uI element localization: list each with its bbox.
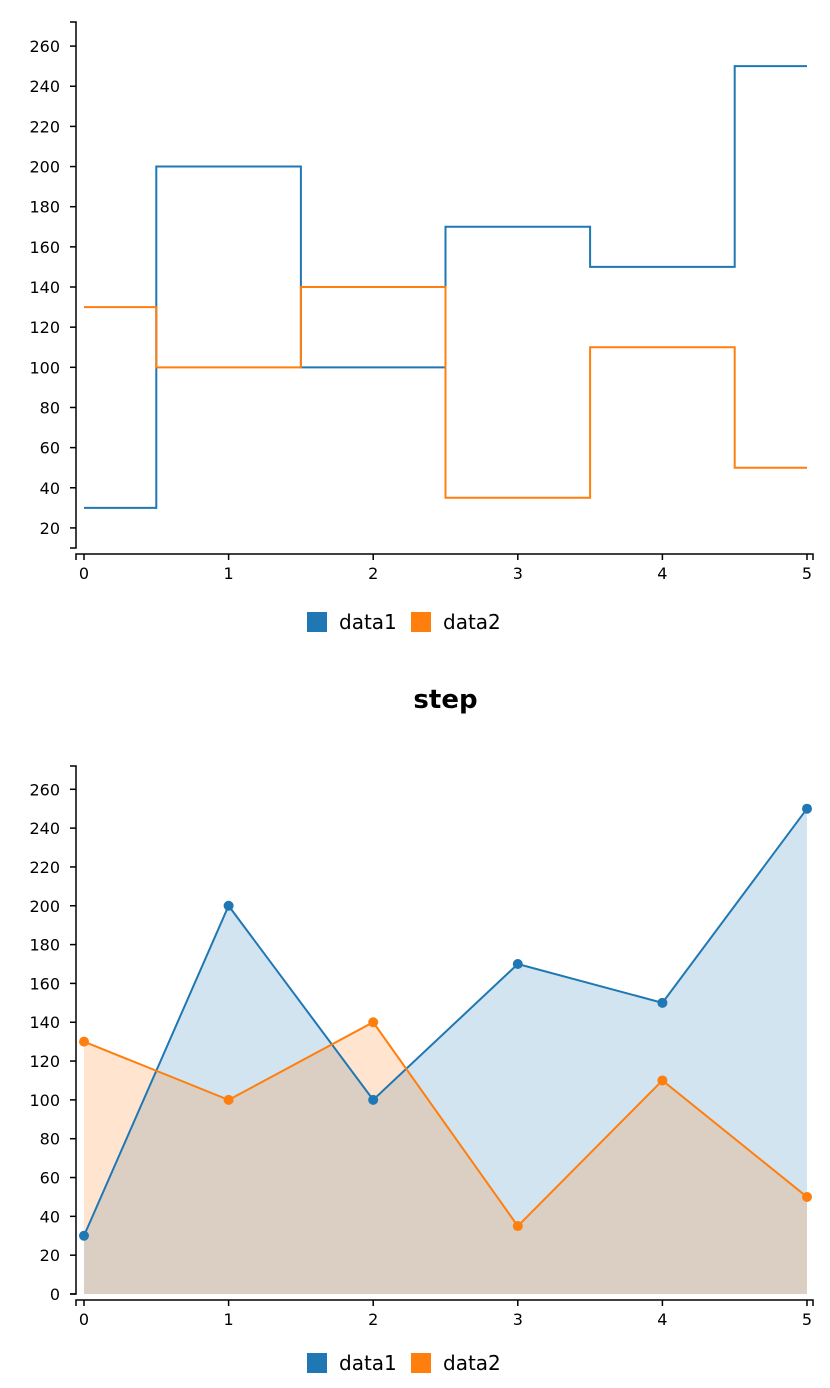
chart1-x-axis-line (75, 553, 814, 560)
chart2-y-tick-label: 120 (29, 1052, 60, 1071)
chart2-y-tick-label: 160 (29, 974, 60, 993)
chart2-y-tick-label: 0 (50, 1285, 60, 1304)
chart2-title: step (413, 685, 477, 715)
chart2-series-data1-point (79, 1230, 89, 1241)
chart2-series-data2-point (223, 1094, 234, 1105)
chart2-series-data2-point (657, 1075, 668, 1086)
chart1-y-tick-label: 240 (29, 77, 60, 96)
chart2-series-data1-point (657, 997, 668, 1008)
step-line-chart-svg: 20 40 60 80 100 120 140 160 180 200 220 240 260 0 1 2 3 4… (29, 21, 814, 634)
chart2-series-data2-area (84, 1022, 807, 1294)
chart1-legend: data1 data2 (307, 610, 501, 634)
chart2-x-tick-label: 3 (513, 1310, 523, 1329)
chart2-legend-swatch-data1 (307, 1353, 327, 1373)
chart2-series-data2-point (512, 1221, 523, 1232)
area-chart-svg: step020406080100120140160180200220240260… (29, 685, 814, 1375)
chart1-y-tick-label: 100 (29, 358, 60, 377)
chart2-y-tick-label: 240 (29, 819, 60, 838)
chart2-series-data2-point (79, 1036, 89, 1047)
chart1-y-tick-label: 200 (29, 158, 60, 177)
chart1-y-tick-label: 160 (29, 238, 60, 257)
chart2-series-data1-point (802, 803, 812, 814)
chart2-y-tick-label: 40 (40, 1207, 60, 1226)
step-line-chart: 20 40 60 80 100 120 140 160 180 200 220 240 260 0 1 2 3 4… (0, 0, 830, 650)
chart1-y-axis-line (70, 21, 77, 549)
chart1-x-tick-label: 0 (79, 564, 89, 583)
chart2-legend-label-data1: data1 (339, 1351, 397, 1375)
chart1-y-tick-label: 60 (40, 439, 60, 458)
chart2-series-data1-area (84, 808, 807, 1294)
chart2-x-tick-label: 0 (79, 1310, 89, 1329)
chart1-y-axis: 20 40 60 80 100 120 140 160 180 200 220 240 260 (29, 21, 77, 549)
chart2-series-data1-line (83, 808, 808, 1237)
chart2-series-data1-point (368, 1094, 379, 1105)
chart1-y-tick-label: 180 (29, 198, 60, 217)
chart1-y-tick-label: 140 (29, 278, 60, 297)
chart1-legend-label-data1: data1 (339, 610, 397, 634)
chart2-x-tick-label: 1 (224, 1310, 234, 1329)
chart2-y-tick-label: 220 (29, 858, 60, 877)
chart2-x-tick-label: 4 (657, 1310, 667, 1329)
chart2-y-tick-label: 180 (29, 936, 60, 955)
chart1-y-tick-label: 80 (40, 398, 60, 417)
chart1-legend-swatch-data1 (307, 612, 327, 632)
chart2-x-tick-label: 5 (802, 1310, 812, 1329)
chart2-legend-swatch-data2 (411, 1353, 431, 1373)
chart2-y-axis-line (70, 765, 77, 1295)
chart2-series-data1-point (512, 959, 523, 969)
chart2-y-tick-label: 260 (29, 780, 60, 799)
chart1-x-axis: 0 1 2 3 4 5 (75, 553, 814, 583)
chart1-legend-label-data2: data2 (443, 610, 501, 634)
chart1-y-tick-label: 40 (40, 479, 60, 498)
chart1-x-tick-label: 2 (368, 564, 378, 583)
chart2-y-tick-label: 80 (40, 1130, 60, 1149)
chart1-legend-swatch-data2 (411, 612, 431, 632)
chart2-x-tick-label: 2 (368, 1310, 378, 1329)
chart2-y-axis: 0 20 40 60 80 100 120 140 160 180 200 220 240 260 (29, 765, 77, 1304)
chart2-series-data2-point (368, 1017, 379, 1028)
chart2-y-tick-label: 140 (29, 1013, 60, 1032)
chart2-y-tick-label: 60 (40, 1169, 60, 1188)
chart1-y-tick-label: 20 (40, 519, 60, 538)
area-chart: step 0 20 40 60 80 100 120 140 160 180 200 220 240 260… (0, 680, 830, 1384)
chart2-x-axis-line (75, 1299, 814, 1306)
chart1-series-data2-line (84, 286, 807, 499)
chart2-series-data2-line (83, 1020, 808, 1228)
chart2-series-data2-point (802, 1191, 812, 1202)
chart2-y-tick-label: 100 (29, 1091, 60, 1110)
chart2-legend-label-data2: data2 (443, 1351, 501, 1375)
chart1-y-tick-label: 220 (29, 117, 60, 136)
chart1-x-tick-label: 5 (802, 564, 812, 583)
chart2-x-axis: 0 1 2 3 4 5 (75, 1299, 814, 1329)
chart2-legend: data1 data2 (307, 1351, 501, 1375)
chart1-y-tick-label: 260 (29, 37, 60, 56)
chart1-x-tick-label: 4 (657, 564, 667, 583)
chart1-y-tick-label: 120 (29, 318, 60, 337)
chart2-series-data1-point (223, 900, 234, 911)
chart2-y-tick-label: 20 (40, 1246, 60, 1265)
chart1-x-tick-label: 3 (513, 564, 523, 583)
chart1-x-tick-label: 1 (224, 564, 234, 583)
chart2-y-tick-label: 200 (29, 897, 60, 916)
